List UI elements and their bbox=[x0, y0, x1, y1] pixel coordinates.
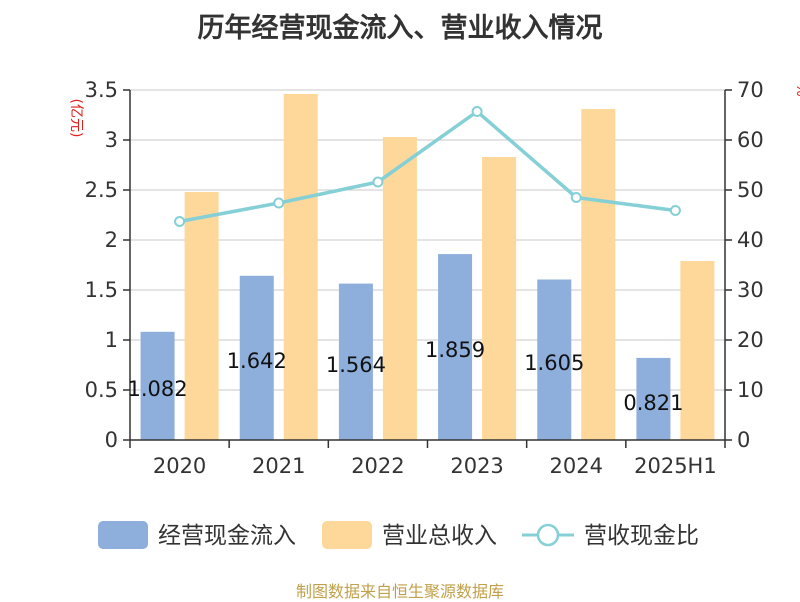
bar-revenue bbox=[382, 137, 417, 440]
legend-swatch-ratio-marker bbox=[536, 523, 560, 547]
right-tick-label: 70 bbox=[737, 78, 764, 102]
ratio-point bbox=[471, 106, 483, 117]
bar-cash-inflow bbox=[140, 331, 175, 440]
bars bbox=[140, 94, 715, 440]
x-tick-label: 2021 bbox=[252, 454, 305, 478]
legend-label: 营收现金比 bbox=[584, 523, 699, 549]
right-tick-label: 60 bbox=[737, 128, 764, 152]
chart-title: 历年经营现金流入、营业收入情况 bbox=[197, 13, 603, 44]
right-axis-unit: % bbox=[793, 83, 800, 96]
left-tick-label: 0.5 bbox=[85, 378, 118, 402]
x-tick-label: 2022 bbox=[351, 454, 404, 478]
legend: 经营现金流入 营业总收入 营收现金比 bbox=[98, 521, 699, 549]
ratio-point bbox=[570, 192, 582, 203]
left-tick-label: 1 bbox=[105, 328, 118, 352]
left-tick-label: 1.5 bbox=[85, 278, 118, 302]
left-tick-label: 2.5 bbox=[85, 178, 118, 202]
left-axis-unit: (亿元) bbox=[68, 99, 84, 138]
left-tick-label: 2 bbox=[105, 228, 118, 252]
ratio-point bbox=[174, 216, 186, 227]
axes: 0 0.5 1 1.5 2 2.5 3 3.5 0 10 20 30 40 50 60 70 2020 2021 2… bbox=[68, 78, 800, 478]
right-tick-label: 20 bbox=[737, 328, 764, 352]
bar-cash-inflow bbox=[338, 283, 373, 440]
data-labels: 1.082 1.642 1.564 1.859 1.605 0.821 bbox=[128, 338, 684, 415]
right-tick-label: 50 bbox=[737, 178, 764, 202]
legend-swatch-cash-inflow bbox=[98, 521, 148, 549]
x-tick-label: 2023 bbox=[450, 454, 503, 478]
bar-revenue bbox=[283, 94, 318, 440]
bar-cash-inflow bbox=[438, 254, 473, 440]
bar-cash-inflow bbox=[636, 357, 671, 440]
left-tick-label: 3 bbox=[105, 128, 118, 152]
data-label: 1.642 bbox=[227, 349, 287, 373]
x-tick-label: 2020 bbox=[153, 454, 206, 478]
right-tick-label: 30 bbox=[737, 278, 764, 302]
bar-revenue bbox=[482, 157, 517, 440]
bar-cash-inflow bbox=[537, 279, 572, 440]
data-label: 1.605 bbox=[524, 351, 584, 375]
data-label: 0.821 bbox=[623, 391, 683, 415]
bar-revenue bbox=[184, 192, 219, 440]
legend-label: 营业总收入 bbox=[382, 523, 497, 549]
gridlines bbox=[130, 89, 725, 441]
legend-swatch-revenue bbox=[322, 521, 372, 549]
left-tick-label: 3.5 bbox=[85, 78, 118, 102]
right-tick-label: 40 bbox=[737, 228, 764, 252]
bar-cash-inflow bbox=[239, 275, 274, 440]
data-label: 1.082 bbox=[128, 377, 188, 401]
legend-label: 经营现金流入 bbox=[158, 523, 296, 549]
right-tick-label: 0 bbox=[737, 428, 750, 452]
data-source-note: 制图数据来自恒生聚源数据库 bbox=[295, 582, 504, 601]
ratio-line bbox=[174, 106, 681, 227]
right-tick-label: 10 bbox=[737, 378, 764, 402]
left-tick-label: 0 bbox=[105, 428, 118, 452]
data-label: 1.859 bbox=[425, 338, 485, 362]
ratio-point bbox=[273, 197, 285, 209]
ratio-point bbox=[669, 205, 681, 216]
bar-revenue bbox=[680, 261, 715, 440]
bar-revenue bbox=[581, 109, 616, 440]
ratio-point bbox=[372, 176, 384, 188]
x-tick-label: 2024 bbox=[550, 454, 603, 478]
data-label: 1.564 bbox=[326, 353, 386, 377]
x-tick-label: 2025H1 bbox=[634, 454, 717, 478]
ratio-line-path bbox=[179, 109, 676, 224]
